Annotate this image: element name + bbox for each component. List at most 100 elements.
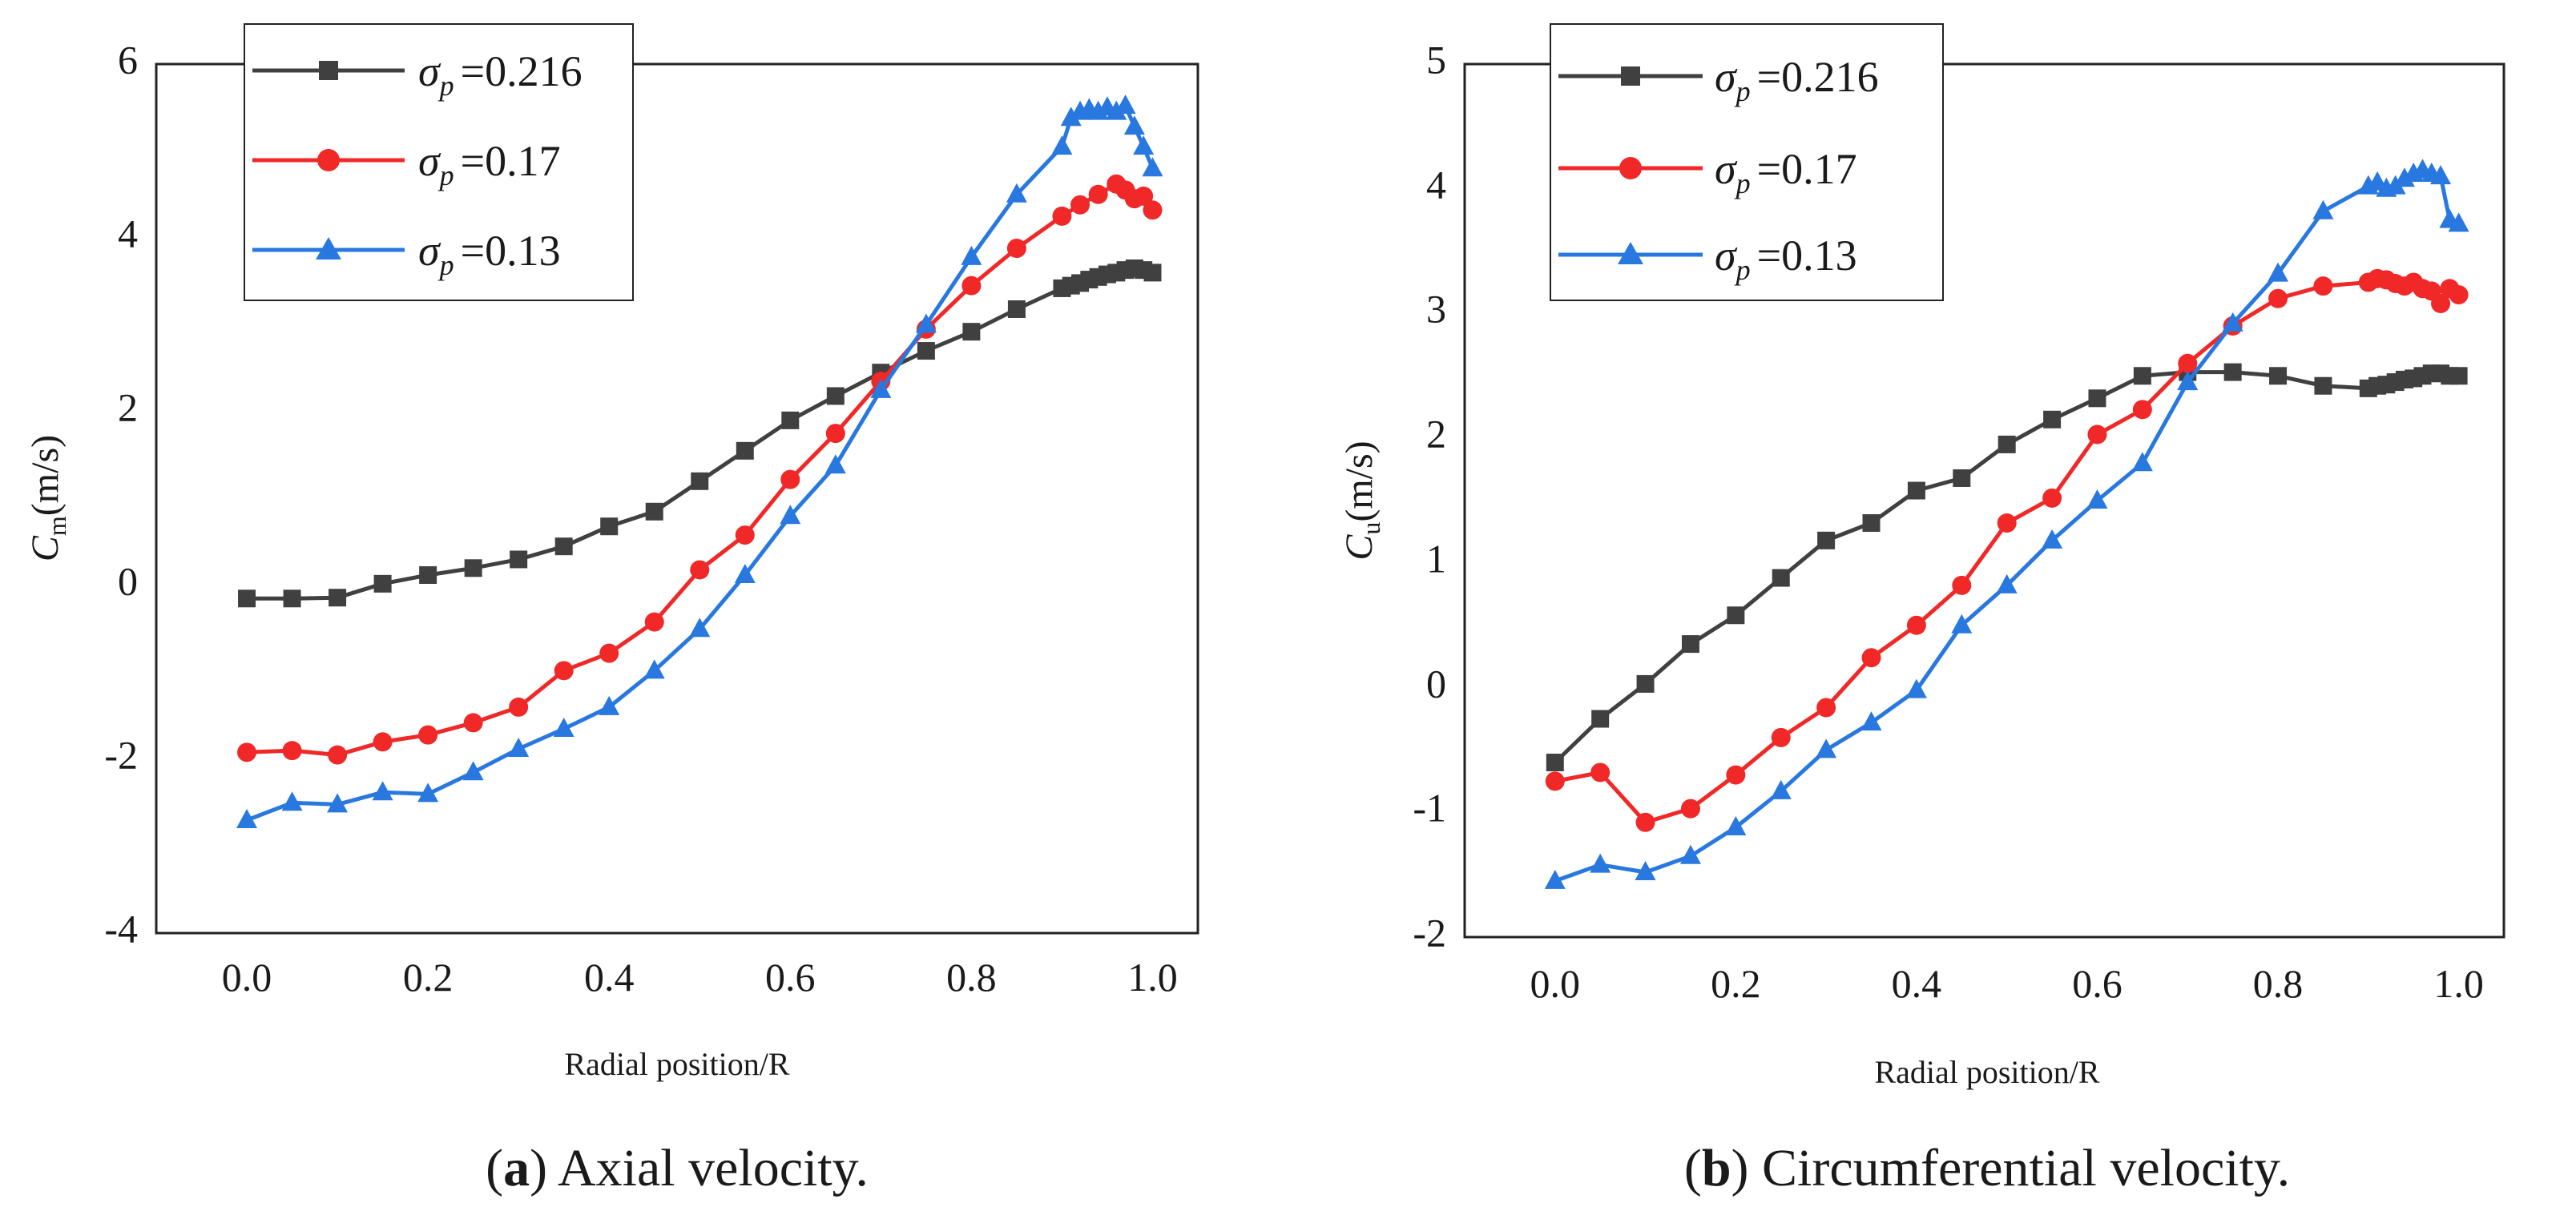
y-tick-label: 1 [1426, 536, 1446, 581]
series-square [1546, 363, 2468, 771]
y-tick-label: 4 [118, 211, 138, 255]
data-point [826, 387, 845, 405]
data-point [1060, 107, 1082, 127]
y-axis-title-unit: (m/s) [1338, 441, 1381, 521]
panel-b-plot-area [1463, 62, 2505, 939]
data-point [554, 661, 574, 681]
data-point [510, 550, 528, 569]
data-point [1771, 727, 1791, 747]
x-tick-label: 0.2 [403, 955, 454, 1000]
data-point [870, 378, 892, 398]
data-point [1726, 765, 1746, 785]
data-point [283, 589, 301, 608]
caption-a: (a) Axial velocity. [486, 1139, 869, 1197]
data-point [2222, 312, 2243, 332]
data-point [1115, 95, 1136, 115]
data-point [2087, 424, 2107, 445]
data-point [2042, 488, 2062, 508]
y-axis-title: Cu(m/s) [1338, 441, 1385, 560]
data-point [2088, 389, 2106, 408]
data-point [599, 643, 619, 663]
panel-a-axial-velocity: -4 -2 0 2 4 6 0.0 0.2 0.4 0.6 0.8 1.0 Ra… [24, 23, 1199, 1197]
data-point [462, 761, 484, 781]
data-point [2449, 285, 2469, 305]
data-point [372, 781, 393, 801]
legend-label: σp =0.216 [1715, 53, 1879, 107]
data-point [2177, 371, 2199, 391]
data-point [1996, 573, 2018, 593]
y-tick-label: 2 [118, 384, 138, 429]
y-axis-title: Cm(m/s) [24, 435, 71, 561]
legend-entry: σp =0.13 [252, 227, 561, 281]
data-point [917, 342, 935, 360]
data-point [373, 574, 392, 593]
legend-entry: σp =0.17 [252, 137, 561, 191]
x-tick-label: 0.0 [222, 955, 272, 1000]
data-point [1006, 239, 1026, 259]
y-tick-label: 3 [1426, 286, 1446, 331]
data-point [780, 469, 800, 489]
data-point [463, 713, 483, 733]
y-axis-title-symbol: C [1338, 534, 1381, 561]
data-point [1052, 206, 1072, 226]
data-point [780, 505, 801, 525]
data-point [644, 612, 664, 632]
data-point [1770, 779, 1792, 799]
y-tick-label: -1 [1413, 785, 1446, 830]
data-point [1860, 711, 1882, 731]
x-tick-label: 0.0 [1530, 961, 1581, 1006]
series-square [238, 259, 1162, 608]
data-point [1070, 195, 1090, 215]
data-point [327, 793, 349, 813]
legend-entry: σp =0.216 [1558, 53, 1879, 107]
y-tick-label: 6 [118, 37, 138, 82]
data-point [1772, 569, 1790, 587]
panel-b-legend: σp =0.216 σp =0.17 σp =0.13 [1550, 23, 1944, 301]
data-point [1546, 754, 1564, 771]
y-tick-label: 0 [118, 558, 138, 603]
data-point [1905, 678, 1927, 698]
data-point [825, 424, 845, 444]
legend-marker-square [319, 61, 338, 80]
legend-label: σp =0.13 [418, 227, 561, 281]
data-point [1997, 513, 2017, 533]
data-point [1952, 575, 1972, 595]
x-tick-label: 0.4 [1892, 961, 1942, 1006]
data-point [2268, 262, 2289, 282]
y-tick-label: 5 [1426, 37, 1446, 82]
data-point [464, 559, 482, 577]
x-tick-label: 1.0 [1127, 955, 1178, 1000]
data-point [2430, 165, 2452, 185]
data-point [1681, 635, 1699, 654]
data-point [1088, 184, 1108, 204]
data-point [329, 589, 347, 607]
data-point [1998, 435, 2016, 453]
x-tick-label: 0.8 [2253, 961, 2304, 1006]
data-point [2042, 529, 2063, 549]
data-point [2268, 288, 2288, 308]
data-point [961, 245, 982, 265]
data-point [2132, 400, 2152, 420]
series-triangle [1544, 159, 2469, 889]
data-point [281, 791, 303, 811]
data-point [2131, 452, 2153, 472]
panel-b-series [1544, 159, 2469, 889]
x-tick-label: 0.6 [765, 955, 816, 1000]
data-point [599, 695, 620, 715]
data-point [691, 472, 709, 490]
panel-a-y-axis: -4 -2 0 2 4 6 [104, 37, 138, 951]
data-point [643, 659, 665, 679]
data-point [1590, 853, 1611, 873]
legend-label: σp =0.17 [1715, 145, 1857, 199]
data-point [238, 589, 256, 608]
data-point [237, 742, 257, 762]
series-triangle [236, 95, 1163, 828]
data-point [2449, 367, 2468, 385]
panel-a-series [236, 95, 1163, 828]
data-point [645, 502, 663, 521]
data-point [2223, 363, 2242, 381]
data-point [1635, 861, 1656, 881]
series-line [1554, 276, 2461, 825]
data-point [690, 560, 710, 580]
